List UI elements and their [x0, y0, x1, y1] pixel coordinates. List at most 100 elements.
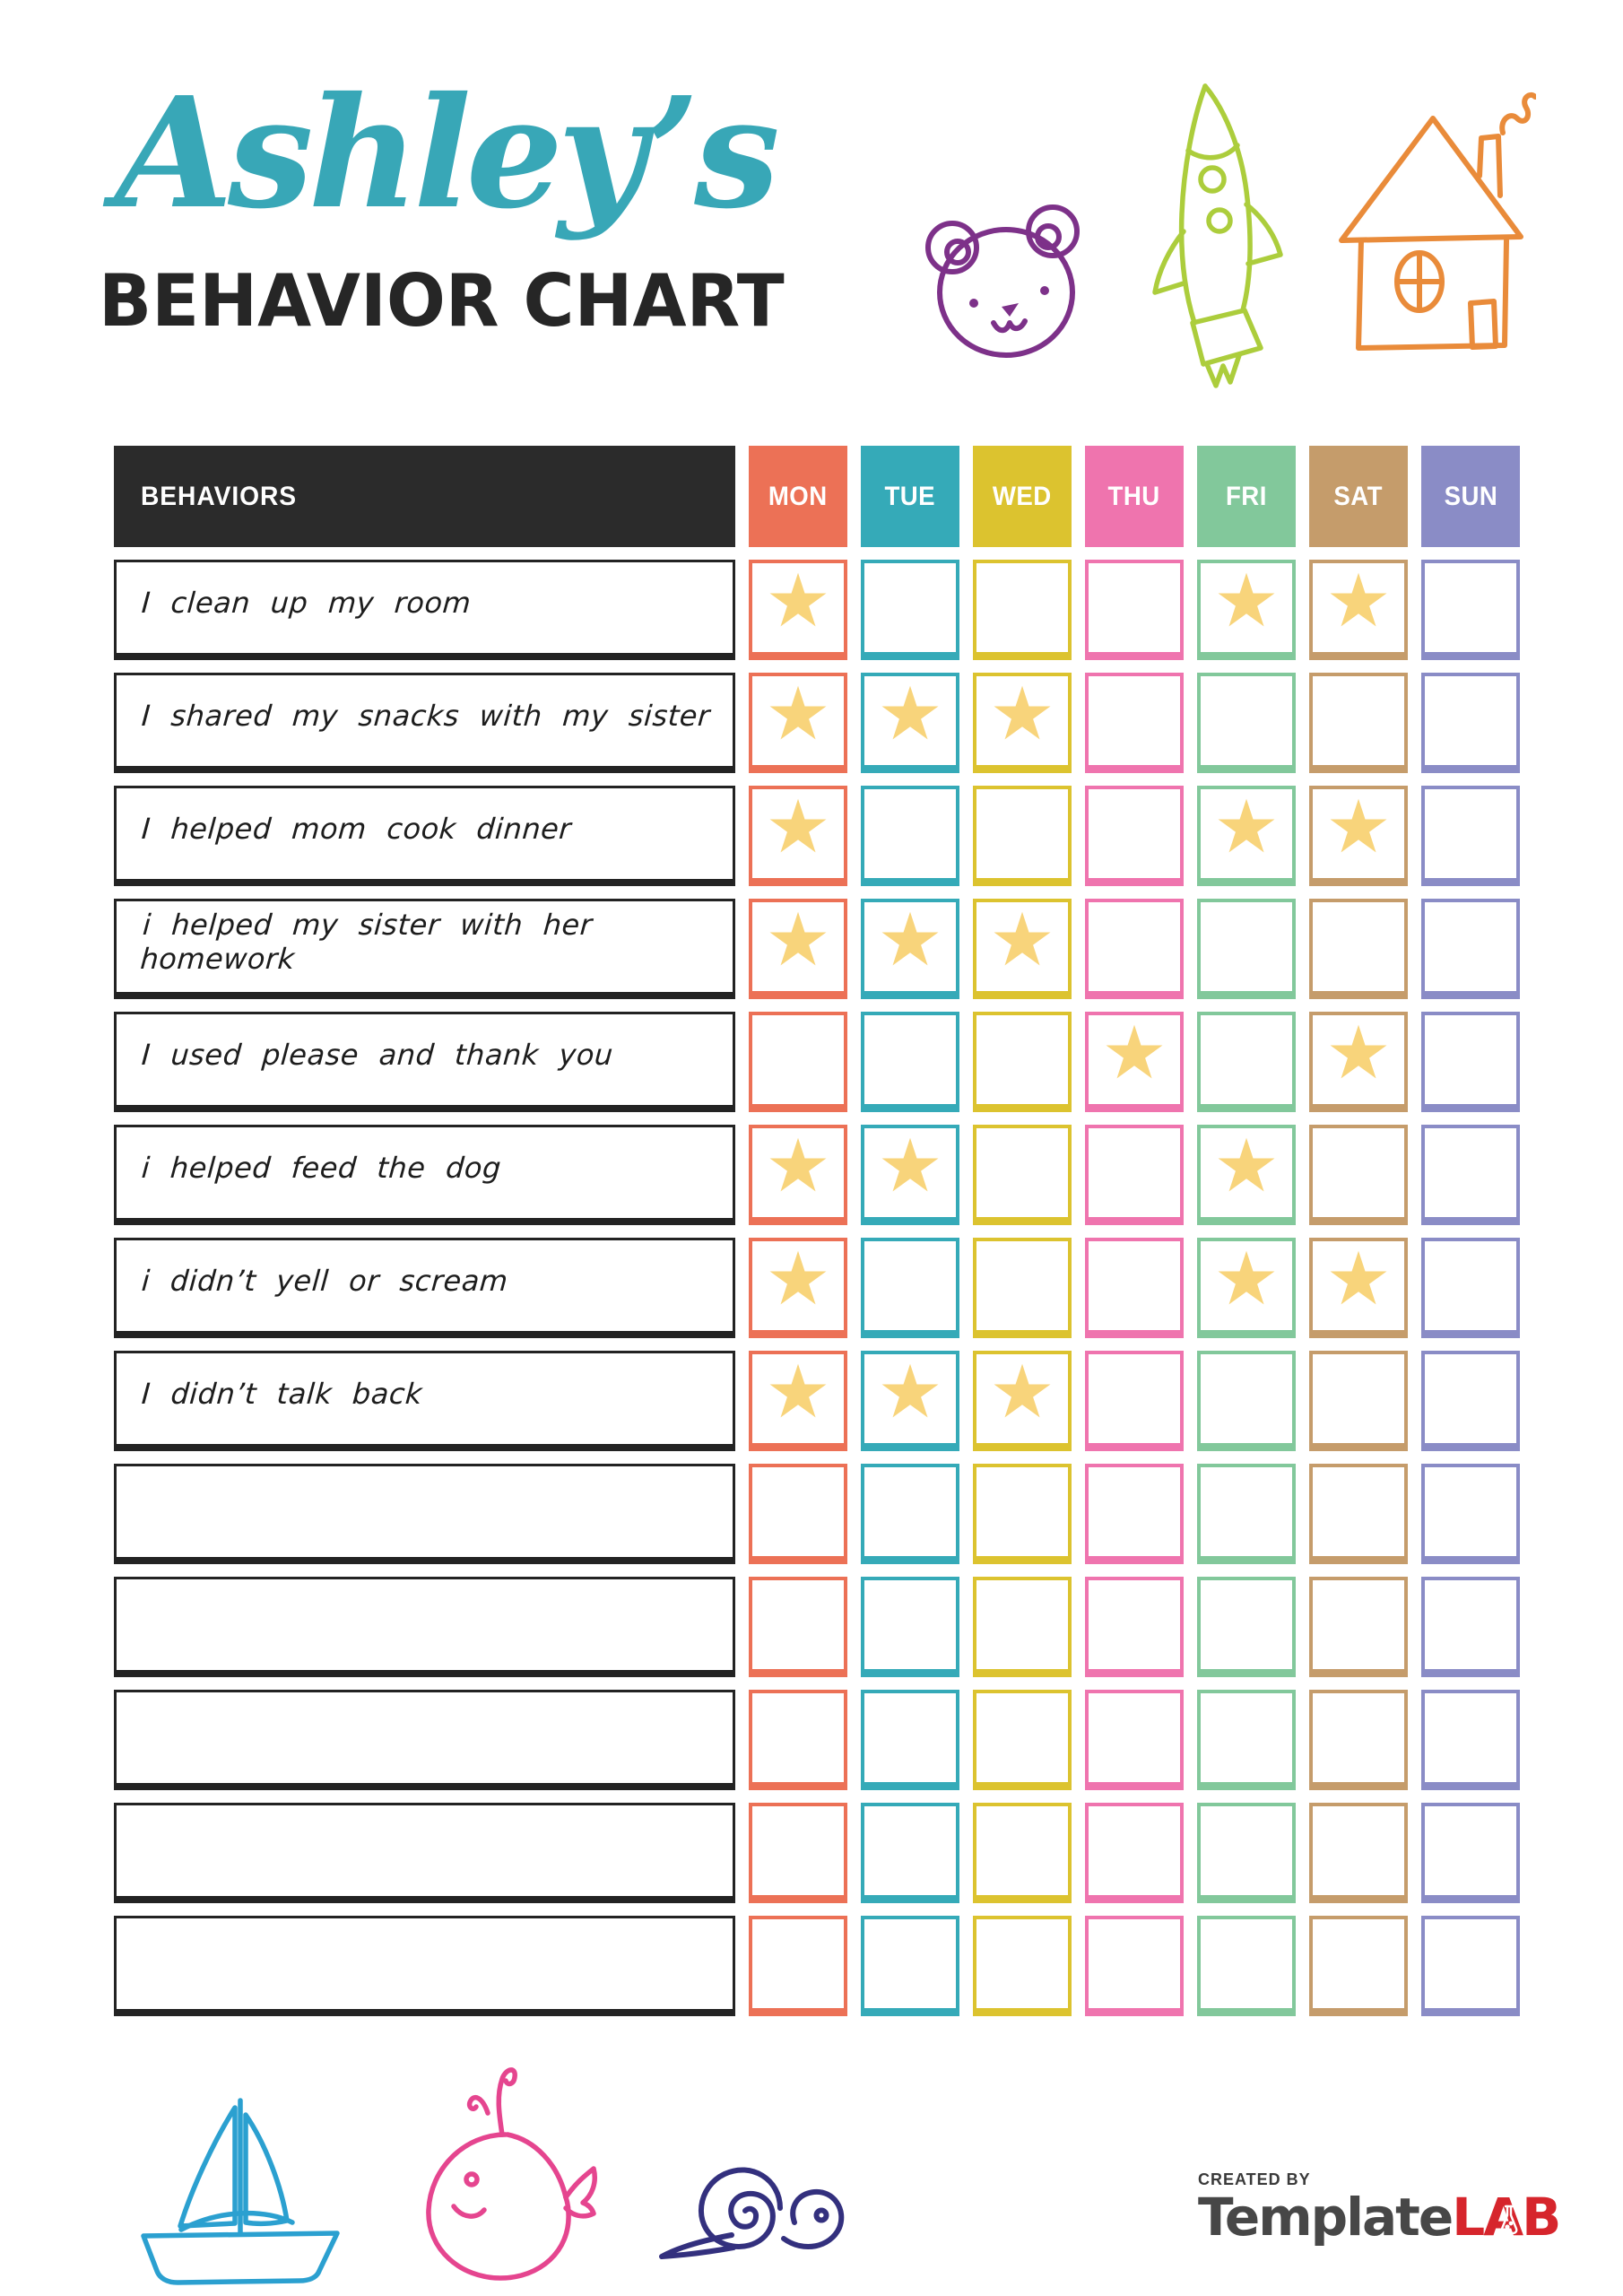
star-cell-row9-mon[interactable] [749, 1464, 847, 1564]
star-cell-row8-sat[interactable] [1309, 1351, 1408, 1451]
star-cell-row7-sun[interactable] [1421, 1238, 1520, 1338]
star-cell-row13-fri[interactable] [1197, 1916, 1296, 2016]
star-cell-row4-sun[interactable] [1421, 899, 1520, 999]
star-cell-row6-wed[interactable] [973, 1125, 1072, 1225]
star-cell-row1-tue[interactable] [861, 560, 959, 660]
star-cell-row10-tue[interactable] [861, 1577, 959, 1677]
star-cell-row4-mon[interactable]: ★ [749, 899, 847, 999]
star-cell-row6-thu[interactable] [1085, 1125, 1184, 1225]
star-cell-row13-mon[interactable] [749, 1916, 847, 2016]
star-cell-row2-tue[interactable]: ★ [861, 673, 959, 773]
star-cell-row8-fri[interactable] [1197, 1351, 1296, 1451]
star-cell-row13-thu[interactable] [1085, 1916, 1184, 2016]
day-header-label: FRI [1226, 481, 1267, 511]
star-cell-row3-sun[interactable] [1421, 786, 1520, 886]
star-cell-row2-wed[interactable]: ★ [973, 673, 1072, 773]
star-cell-row1-sun[interactable] [1421, 560, 1520, 660]
star-cell-row10-mon[interactable] [749, 1577, 847, 1677]
star-cell-row5-sun[interactable] [1421, 1012, 1520, 1112]
star-cell-row3-sat[interactable]: ★ [1309, 786, 1408, 886]
star-cell-row13-tue[interactable] [861, 1916, 959, 2016]
star-cell-row7-tue[interactable] [861, 1238, 959, 1338]
star-cell-row2-thu[interactable] [1085, 673, 1184, 773]
star-cell-row4-wed[interactable]: ★ [973, 899, 1072, 999]
behavior-label-empty-10[interactable] [114, 1577, 735, 1677]
star-cell-row1-mon[interactable]: ★ [749, 560, 847, 660]
star-cell-row12-thu[interactable] [1085, 1803, 1184, 1903]
star-cell-row12-sun[interactable] [1421, 1803, 1520, 1903]
star-cell-row9-sat[interactable] [1309, 1464, 1408, 1564]
created-by-label: CREATED BY [1198, 2170, 1311, 2188]
star-cell-row2-fri[interactable] [1197, 673, 1296, 773]
star-cell-row12-wed[interactable] [973, 1803, 1072, 1903]
star-cell-row6-sun[interactable] [1421, 1125, 1520, 1225]
star-cell-row3-tue[interactable] [861, 786, 959, 886]
star-cell-row10-fri[interactable] [1197, 1577, 1296, 1677]
star-cell-row9-thu[interactable] [1085, 1464, 1184, 1564]
star-cell-row4-fri[interactable] [1197, 899, 1296, 999]
star-cell-row9-tue[interactable] [861, 1464, 959, 1564]
star-cell-row11-tue[interactable] [861, 1690, 959, 1790]
star-cell-row5-thu[interactable]: ★ [1085, 1012, 1184, 1112]
star-cell-row3-mon[interactable]: ★ [749, 786, 847, 886]
star-cell-row12-fri[interactable] [1197, 1803, 1296, 1903]
star-cell-row9-wed[interactable] [973, 1464, 1072, 1564]
star-cell-row11-thu[interactable] [1085, 1690, 1184, 1790]
star-cell-row8-tue[interactable]: ★ [861, 1351, 959, 1451]
star-cell-row11-fri[interactable] [1197, 1690, 1296, 1790]
star-cell-row11-sun[interactable] [1421, 1690, 1520, 1790]
star-cell-row6-mon[interactable]: ★ [749, 1125, 847, 1225]
behavior-label-empty-13[interactable] [114, 1916, 735, 2016]
star-cell-row3-fri[interactable]: ★ [1197, 786, 1296, 886]
star-cell-row5-mon[interactable] [749, 1012, 847, 1112]
star-cell-row10-sat[interactable] [1309, 1577, 1408, 1677]
star-cell-row2-sun[interactable] [1421, 673, 1520, 773]
star-cell-row8-wed[interactable]: ★ [973, 1351, 1072, 1451]
star-cell-row10-thu[interactable] [1085, 1577, 1184, 1677]
star-cell-row13-sat[interactable] [1309, 1916, 1408, 2016]
star-cell-row9-fri[interactable] [1197, 1464, 1296, 1564]
star-icon: ★ [1213, 1123, 1280, 1209]
behavior-label-empty-11[interactable] [114, 1690, 735, 1790]
star-cell-row5-tue[interactable] [861, 1012, 959, 1112]
star-cell-row12-sat[interactable] [1309, 1803, 1408, 1903]
star-cell-row3-thu[interactable] [1085, 786, 1184, 886]
star-cell-row4-sat[interactable] [1309, 899, 1408, 999]
star-cell-row5-sat[interactable]: ★ [1309, 1012, 1408, 1112]
star-cell-row13-sun[interactable] [1421, 1916, 1520, 2016]
star-cell-row4-tue[interactable]: ★ [861, 899, 959, 999]
star-cell-row8-sun[interactable] [1421, 1351, 1520, 1451]
star-cell-row9-sun[interactable] [1421, 1464, 1520, 1564]
star-cell-row2-sat[interactable] [1309, 673, 1408, 773]
behavior-label-empty-12[interactable] [114, 1803, 735, 1903]
star-cell-row5-fri[interactable] [1197, 1012, 1296, 1112]
star-cell-row1-wed[interactable] [973, 560, 1072, 660]
star-cell-row7-wed[interactable] [973, 1238, 1072, 1338]
star-cell-row10-wed[interactable] [973, 1577, 1072, 1677]
star-cell-row11-sat[interactable] [1309, 1690, 1408, 1790]
star-cell-row6-fri[interactable]: ★ [1197, 1125, 1296, 1225]
star-cell-row7-mon[interactable]: ★ [749, 1238, 847, 1338]
star-cell-row11-mon[interactable] [749, 1690, 847, 1790]
behavior-label-empty-9[interactable] [114, 1464, 735, 1564]
star-cell-row8-thu[interactable] [1085, 1351, 1184, 1451]
star-cell-row6-sat[interactable] [1309, 1125, 1408, 1225]
star-cell-row1-fri[interactable]: ★ [1197, 560, 1296, 660]
star-cell-row12-mon[interactable] [749, 1803, 847, 1903]
star-cell-row4-thu[interactable] [1085, 899, 1184, 999]
star-cell-row3-wed[interactable] [973, 786, 1072, 886]
star-cell-row5-wed[interactable] [973, 1012, 1072, 1112]
star-cell-row13-wed[interactable] [973, 1916, 1072, 2016]
star-cell-row12-tue[interactable] [861, 1803, 959, 1903]
star-cell-row7-fri[interactable]: ★ [1197, 1238, 1296, 1338]
star-cell-row1-thu[interactable] [1085, 560, 1184, 660]
star-cell-row8-mon[interactable]: ★ [749, 1351, 847, 1451]
star-cell-row1-sat[interactable]: ★ [1309, 560, 1408, 660]
brand-primary: Template [1198, 2187, 1454, 2248]
star-cell-row2-mon[interactable]: ★ [749, 673, 847, 773]
star-cell-row11-wed[interactable] [973, 1690, 1072, 1790]
star-cell-row6-tue[interactable]: ★ [861, 1125, 959, 1225]
star-cell-row7-thu[interactable] [1085, 1238, 1184, 1338]
star-cell-row10-sun[interactable] [1421, 1577, 1520, 1677]
star-cell-row7-sat[interactable]: ★ [1309, 1238, 1408, 1338]
